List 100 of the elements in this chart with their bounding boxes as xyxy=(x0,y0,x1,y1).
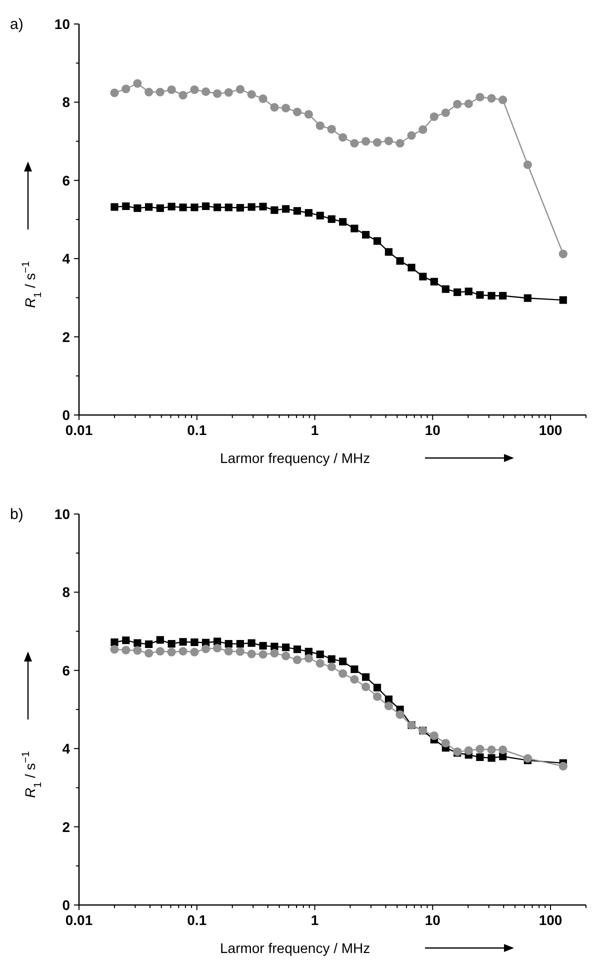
y-tick-label: 0 xyxy=(62,897,70,913)
point xyxy=(110,638,118,646)
point xyxy=(247,650,256,658)
point xyxy=(236,204,244,212)
point xyxy=(396,138,404,148)
point xyxy=(134,204,142,212)
point xyxy=(384,702,394,710)
point xyxy=(327,124,336,134)
point xyxy=(282,205,290,213)
point xyxy=(179,204,187,212)
point xyxy=(316,212,324,220)
y-tick-label: 10 xyxy=(54,16,70,32)
point xyxy=(179,638,187,646)
point xyxy=(247,90,256,99)
point xyxy=(372,138,382,147)
point xyxy=(224,204,232,212)
point xyxy=(144,88,154,96)
point xyxy=(442,285,450,293)
point xyxy=(110,644,119,654)
point xyxy=(384,136,394,146)
point xyxy=(350,138,359,148)
point xyxy=(476,92,484,102)
point xyxy=(488,754,496,762)
point xyxy=(145,640,153,648)
point xyxy=(408,264,416,272)
point xyxy=(156,646,164,656)
point xyxy=(498,96,508,104)
y-tick-label: 6 xyxy=(62,172,70,188)
point xyxy=(361,682,370,692)
point xyxy=(476,753,484,761)
point xyxy=(212,89,222,98)
point xyxy=(144,648,154,658)
y-tick-label: 4 xyxy=(62,740,70,757)
point xyxy=(350,665,358,674)
point xyxy=(270,206,278,214)
point xyxy=(362,673,370,681)
point xyxy=(259,642,267,650)
point xyxy=(373,684,382,692)
point xyxy=(133,79,142,88)
point xyxy=(430,112,438,121)
point xyxy=(454,288,462,296)
y-tick-label: 2 xyxy=(62,328,70,345)
x-axis-title: Larmor frequency / MHz xyxy=(220,940,370,956)
point xyxy=(418,125,428,134)
point xyxy=(384,248,393,256)
point xyxy=(236,647,244,656)
point xyxy=(350,224,358,232)
point xyxy=(430,731,438,740)
point xyxy=(328,655,336,663)
point xyxy=(190,638,198,646)
point xyxy=(201,87,210,96)
x-tick-label: 1 xyxy=(310,422,319,438)
point xyxy=(190,85,199,94)
chart-title: b) xyxy=(10,506,24,523)
point xyxy=(293,645,302,654)
y-tick-label: 6 xyxy=(62,662,70,678)
x-tick-label: 10 xyxy=(424,422,441,438)
point xyxy=(430,278,438,286)
point xyxy=(258,94,268,103)
point xyxy=(304,654,313,663)
x-tick-label: 0.01 xyxy=(65,422,93,438)
point xyxy=(236,84,244,94)
point xyxy=(248,639,256,647)
point xyxy=(270,102,279,112)
point xyxy=(122,202,130,210)
point xyxy=(487,94,496,103)
point xyxy=(145,203,153,211)
x-tick-label: 100 xyxy=(538,912,562,928)
point xyxy=(292,656,302,664)
point xyxy=(293,207,302,215)
point xyxy=(213,204,222,212)
point xyxy=(156,204,164,212)
point xyxy=(236,640,244,648)
point xyxy=(190,648,199,656)
point xyxy=(396,710,404,719)
point xyxy=(270,648,279,658)
x-tick-label: 0.1 xyxy=(187,912,207,928)
x-tick-label: 100 xyxy=(538,422,562,438)
point xyxy=(133,646,142,655)
point xyxy=(190,204,198,212)
point xyxy=(464,99,473,108)
point xyxy=(248,203,256,211)
point xyxy=(168,202,176,210)
point xyxy=(488,292,496,300)
point xyxy=(282,104,290,112)
point xyxy=(224,88,233,97)
point xyxy=(259,202,267,210)
point xyxy=(156,88,164,96)
point xyxy=(362,230,370,239)
point xyxy=(316,659,324,668)
point xyxy=(407,131,416,140)
point xyxy=(476,291,484,299)
y-tick-label: 4 xyxy=(62,250,70,267)
point xyxy=(122,636,130,644)
x-axis-title: Larmor frequency / MHz xyxy=(220,450,370,466)
point xyxy=(122,84,130,94)
point xyxy=(201,644,210,654)
point xyxy=(396,257,404,265)
point xyxy=(328,215,336,223)
point xyxy=(178,90,188,100)
